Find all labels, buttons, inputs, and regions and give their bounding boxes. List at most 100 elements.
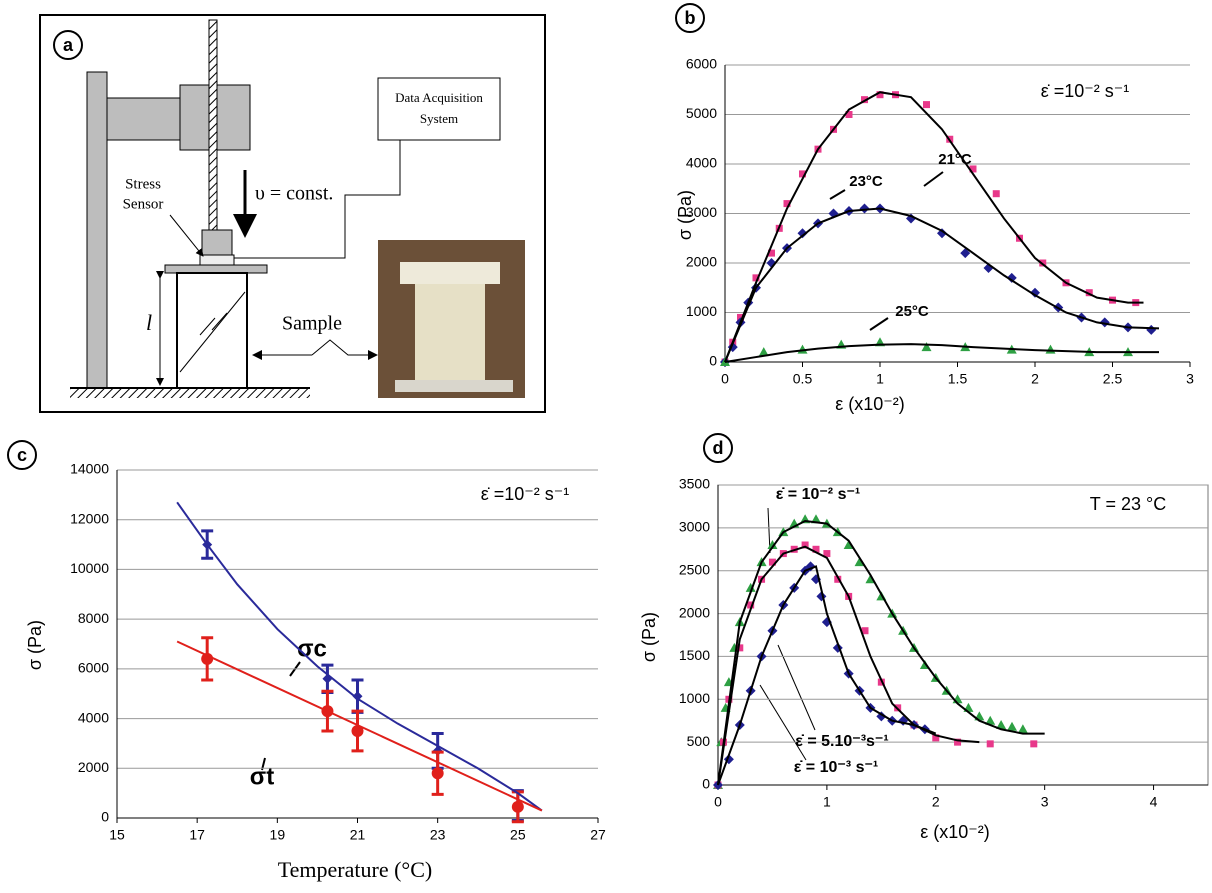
panel-label: c <box>17 445 27 465</box>
marker <box>1030 287 1040 298</box>
series-label: ε̇ = 10⁻² s⁻¹ <box>776 486 861 503</box>
x-tick-label: 21 <box>350 827 366 843</box>
marker <box>834 575 842 583</box>
marker <box>861 627 869 635</box>
series-label: σc <box>297 635 327 662</box>
y-tick-label: 0 <box>702 776 710 792</box>
shear-arrows <box>199 312 228 336</box>
daq-label: System <box>420 111 458 126</box>
y-tick-label: 2500 <box>679 561 710 577</box>
y-tick-label: 2000 <box>686 254 717 270</box>
x-tick-label: 2.5 <box>1103 371 1123 387</box>
marker <box>932 734 940 742</box>
x-tick-label: 1 <box>876 371 884 387</box>
column <box>86 71 108 389</box>
x-tick-label: 23 <box>430 827 446 843</box>
series-label: 25°C <box>895 303 929 320</box>
y-tick-label: 14000 <box>70 461 109 477</box>
y-tick-label: 0 <box>709 353 717 369</box>
y-axis-label: σ (Pa) <box>639 612 659 662</box>
sensor-label: Stress <box>125 176 161 192</box>
y-tick-label: 12000 <box>70 510 109 526</box>
daq-label: Data Acquisition <box>395 90 483 105</box>
x-axis-label: ε (x10⁻²) <box>835 394 905 414</box>
marker <box>969 165 977 173</box>
sensor <box>199 254 235 266</box>
panel-badge <box>675 3 705 33</box>
daq-box <box>377 77 501 141</box>
sample-pointer-head <box>368 350 378 360</box>
panel-badge <box>7 440 37 470</box>
y-tick-label: 6000 <box>686 56 717 72</box>
sample-pointer-head <box>252 350 262 360</box>
x-tick-label: 2 <box>932 794 940 810</box>
velocity-label: υ = const. <box>255 183 333 205</box>
series-label: ε̇ = 5.10⁻³s⁻¹ <box>795 733 888 750</box>
marker <box>1007 721 1017 731</box>
y-tick-label: 1500 <box>679 647 710 663</box>
marker <box>768 249 775 257</box>
y-tick-label: 1000 <box>686 303 717 319</box>
fit-curve <box>724 207 1160 363</box>
y-tick-label: 2000 <box>78 759 109 775</box>
rod <box>208 19 218 231</box>
fit-curve <box>724 91 1144 363</box>
x-tick-label: 0.5 <box>793 371 813 387</box>
annotation: ε̇ =10⁻² s⁻¹ <box>481 484 570 504</box>
ground-hatch <box>70 389 310 398</box>
marker <box>352 691 363 702</box>
y-tick-label: 5000 <box>686 105 717 121</box>
y-tick-label: 500 <box>687 733 711 749</box>
y-tick-label: 3500 <box>679 476 710 492</box>
y-tick-label: 6000 <box>78 660 109 676</box>
sensor-head <box>201 229 233 256</box>
marker <box>996 720 1007 729</box>
y-tick-label: 3000 <box>679 519 710 535</box>
x-axis-label: ε (x10⁻²) <box>920 822 990 842</box>
marker <box>812 545 820 553</box>
marker <box>1030 740 1038 748</box>
diagram: a Data Acquisition System Stress Sensor … <box>39 14 546 413</box>
y-tick-label: 3000 <box>686 204 717 220</box>
fit-curve <box>176 640 543 812</box>
series-label: 21°C <box>938 151 972 168</box>
marker <box>1045 344 1056 354</box>
panel-badge <box>53 30 83 60</box>
series-label: 23°C <box>849 173 883 190</box>
plate <box>164 264 268 274</box>
marker <box>923 101 930 109</box>
marker <box>859 203 870 214</box>
y-tick-label: 10000 <box>70 560 109 576</box>
marker <box>797 228 808 239</box>
y-tick-label: 4000 <box>78 709 109 725</box>
x-tick-label: 3 <box>1186 371 1194 387</box>
length-label: l <box>146 310 152 335</box>
marker <box>752 274 760 282</box>
leader-line <box>759 684 807 761</box>
y-tick-label: 1000 <box>679 690 710 706</box>
panel-label: d <box>713 438 724 458</box>
marker <box>1006 272 1017 283</box>
y-axis-label: σ (Pa) <box>675 190 695 240</box>
photo-sample <box>415 284 485 380</box>
annotation: ε̇ =10⁻² s⁻¹ <box>1041 81 1130 101</box>
shear-line <box>179 291 246 373</box>
marker <box>986 740 994 748</box>
sensor-label: Sensor <box>123 196 164 212</box>
photo-plate <box>400 262 500 284</box>
x-tick-label: 25 <box>510 827 526 843</box>
y-tick-label: 4000 <box>686 155 717 171</box>
marker <box>747 601 755 609</box>
x-tick-label: 1 <box>823 794 831 810</box>
y-tick-label: 0 <box>101 809 109 825</box>
panel-label: a <box>63 35 74 55</box>
marker <box>876 91 884 99</box>
fit-curve <box>176 501 543 812</box>
x-tick-label: 19 <box>270 827 286 843</box>
marker <box>1085 289 1093 297</box>
marker <box>960 248 971 259</box>
x-tick-label: 0 <box>714 794 722 810</box>
fit-curve <box>717 519 1045 786</box>
marker <box>351 725 364 737</box>
sample-pointer <box>258 339 372 356</box>
